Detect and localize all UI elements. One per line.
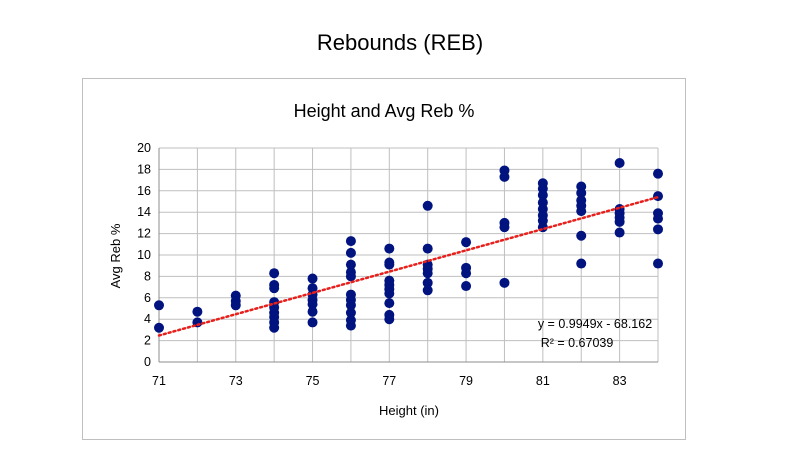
- data-point: [614, 227, 625, 238]
- data-point: [154, 322, 164, 333]
- data-point: [653, 168, 663, 179]
- data-point: [576, 258, 587, 269]
- data-point: [269, 322, 280, 333]
- data-point: [461, 237, 472, 248]
- data-point: [345, 247, 356, 258]
- data-point: [345, 236, 356, 247]
- y-axis-title: Avg Reb %: [108, 223, 123, 288]
- data-point: [384, 243, 395, 254]
- data-point: [499, 277, 510, 288]
- chart-title: Height and Avg Reb %: [294, 101, 475, 121]
- data-point: [461, 281, 472, 292]
- trendline-line: [157, 195, 660, 337]
- data-point: [384, 288, 395, 299]
- y-tick-label: 8: [144, 269, 151, 283]
- data-point: [576, 206, 587, 217]
- data-point: [345, 320, 356, 331]
- trendline-equation: y = 0.9949x - 68.162: [538, 317, 652, 331]
- x-axis-title: Height (in): [379, 403, 439, 418]
- data-point: [537, 190, 548, 201]
- data-point: [345, 271, 356, 282]
- data-point: [422, 268, 433, 279]
- trendline: [157, 195, 660, 337]
- data-point: [576, 187, 587, 198]
- y-tick-label: 18: [137, 162, 151, 176]
- x-tick-label: 73: [229, 374, 243, 388]
- data-point: [230, 300, 241, 311]
- trendline-r2: R² = 0.67039: [541, 336, 614, 350]
- data-point: [653, 213, 663, 224]
- x-tick-label: 81: [536, 374, 550, 388]
- data-point: [422, 285, 433, 296]
- data-point: [307, 299, 318, 310]
- data-point: [461, 268, 472, 279]
- data-point: [192, 306, 203, 317]
- axes: 0 2 4 6 8 10 12 14 16 18 20 71 73 75 77 79 81 83: [137, 141, 658, 388]
- data-point: [345, 259, 356, 270]
- y-tick-label: 10: [137, 248, 151, 262]
- data-point: [653, 191, 663, 202]
- data-point: [384, 259, 395, 270]
- data-point: [653, 258, 663, 269]
- y-tick-label: 20: [137, 141, 151, 155]
- x-tick-label: 83: [613, 374, 627, 388]
- x-tick-label: 77: [382, 374, 396, 388]
- data-point: [384, 314, 395, 325]
- data-point: [422, 277, 433, 288]
- slide-title: Rebounds (REB): [316, 30, 484, 55]
- data-point: [269, 283, 280, 294]
- y-tick-label: 4: [144, 312, 151, 326]
- data-point: [154, 300, 164, 311]
- data-point: [614, 216, 625, 227]
- data-point: [422, 243, 433, 254]
- data-point: [345, 300, 356, 311]
- data-point: [576, 230, 587, 241]
- data-point: [499, 171, 510, 182]
- data-point: [269, 268, 280, 279]
- data-point: [307, 306, 318, 317]
- y-tick-label: 2: [144, 334, 151, 348]
- x-tick-label: 75: [306, 374, 320, 388]
- x-tick-label: 71: [152, 374, 166, 388]
- data-point: [345, 307, 356, 318]
- data-point: [422, 200, 433, 211]
- y-tick-label: 0: [144, 355, 151, 369]
- y-tick-label: 12: [137, 227, 151, 241]
- x-tick-label: 79: [459, 374, 473, 388]
- y-tick-label: 6: [144, 291, 151, 305]
- scatter-chart: Height and Avg Reb % 0 2 4 6 8 10 12 14 16 18 20 71…: [108, 101, 663, 418]
- chart-area: Height and Avg Reb % 0 2 4 6 8 10 12 14 16 18 20 71…: [82, 78, 686, 440]
- data-point: [653, 224, 663, 235]
- data-point: [307, 317, 318, 328]
- data-point: [307, 273, 318, 284]
- data-point: [614, 157, 625, 168]
- y-tick-label: 16: [137, 184, 151, 198]
- data-point: [499, 222, 510, 233]
- y-tick-label: 14: [137, 205, 151, 219]
- data-points: [154, 157, 663, 333]
- data-point: [384, 298, 395, 309]
